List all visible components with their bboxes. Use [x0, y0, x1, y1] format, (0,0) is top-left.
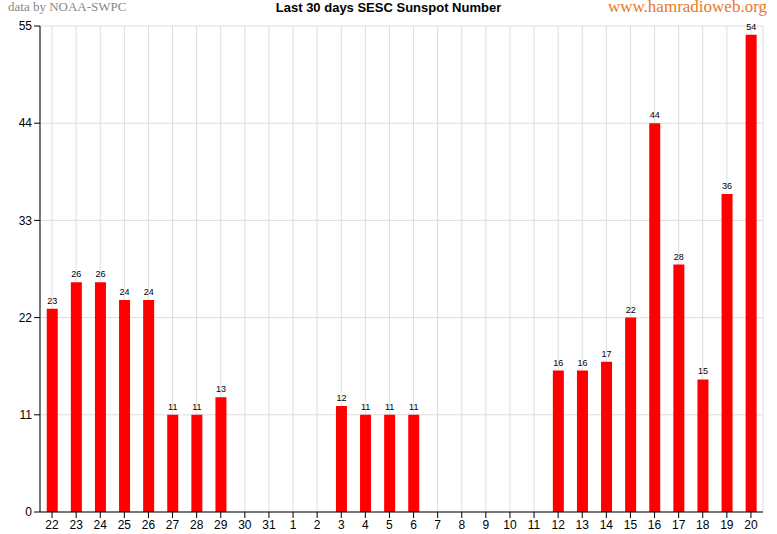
svg-text:24: 24 — [144, 287, 154, 297]
svg-text:22: 22 — [19, 311, 33, 325]
svg-text:2: 2 — [314, 518, 321, 532]
svg-text:3: 3 — [338, 518, 345, 532]
svg-text:0: 0 — [25, 505, 32, 519]
svg-text:15: 15 — [624, 518, 638, 532]
html-text:data by NOAA-SWPC: data by NOAA-SWPC — [8, 0, 127, 14]
svg-text:9: 9 — [483, 518, 490, 532]
svg-text:16: 16 — [553, 358, 563, 368]
svg-text:20: 20 — [744, 518, 758, 532]
svg-text:36: 36 — [722, 181, 732, 191]
svg-text:30: 30 — [238, 518, 252, 532]
svg-text:12: 12 — [551, 518, 565, 532]
svg-text:54: 54 — [746, 22, 756, 32]
svg-text:24: 24 — [120, 287, 130, 297]
svg-text:17: 17 — [602, 349, 612, 359]
svg-text:24: 24 — [94, 518, 108, 532]
svg-text:29: 29 — [214, 518, 228, 532]
svg-text:26: 26 — [71, 269, 81, 279]
html-text:Last 30 days SESC Sunspot Numb: Last 30 days SESC Sunspot Number — [275, 0, 502, 15]
svg-text:26: 26 — [142, 518, 156, 532]
svg-text:18: 18 — [696, 518, 710, 532]
svg-text:22: 22 — [626, 305, 636, 315]
svg-text:27: 27 — [166, 518, 180, 532]
svg-text:13: 13 — [216, 384, 226, 394]
svg-text:11: 11 — [385, 402, 394, 412]
svg-text:31: 31 — [262, 518, 276, 532]
svg-text:44: 44 — [19, 116, 33, 130]
svg-text:14: 14 — [600, 518, 614, 532]
svg-text:15: 15 — [698, 366, 708, 376]
svg-text:23: 23 — [69, 518, 83, 532]
svg-text:25: 25 — [118, 518, 132, 532]
svg-text:16: 16 — [648, 518, 662, 532]
svg-text:11: 11 — [20, 408, 33, 422]
svg-text:28: 28 — [674, 252, 684, 262]
svg-text:11: 11 — [409, 402, 418, 412]
svg-text:5: 5 — [386, 518, 393, 532]
svg-text:10: 10 — [503, 518, 517, 532]
svg-text:7: 7 — [434, 518, 441, 532]
svg-text:23: 23 — [47, 296, 57, 306]
svg-text:55: 55 — [19, 19, 33, 33]
svg-text:11: 11 — [168, 402, 177, 412]
svg-text:22: 22 — [45, 518, 59, 532]
svg-text:11: 11 — [361, 402, 370, 412]
svg-text:16: 16 — [577, 358, 587, 368]
svg-text:26: 26 — [95, 269, 105, 279]
svg-text:33: 33 — [19, 214, 33, 228]
svg-text:28: 28 — [190, 518, 204, 532]
svg-text:12: 12 — [336, 393, 346, 403]
svg-text:8: 8 — [458, 518, 465, 532]
svg-text:6: 6 — [410, 518, 417, 532]
svg-text:11: 11 — [192, 402, 201, 412]
svg-text:13: 13 — [576, 518, 590, 532]
svg-text:17: 17 — [672, 518, 686, 532]
svg-text:1: 1 — [290, 518, 297, 532]
svg-text:44: 44 — [650, 110, 660, 120]
svg-text:4: 4 — [362, 518, 369, 532]
svg-text:11: 11 — [528, 518, 541, 532]
svg-text:19: 19 — [720, 518, 734, 532]
